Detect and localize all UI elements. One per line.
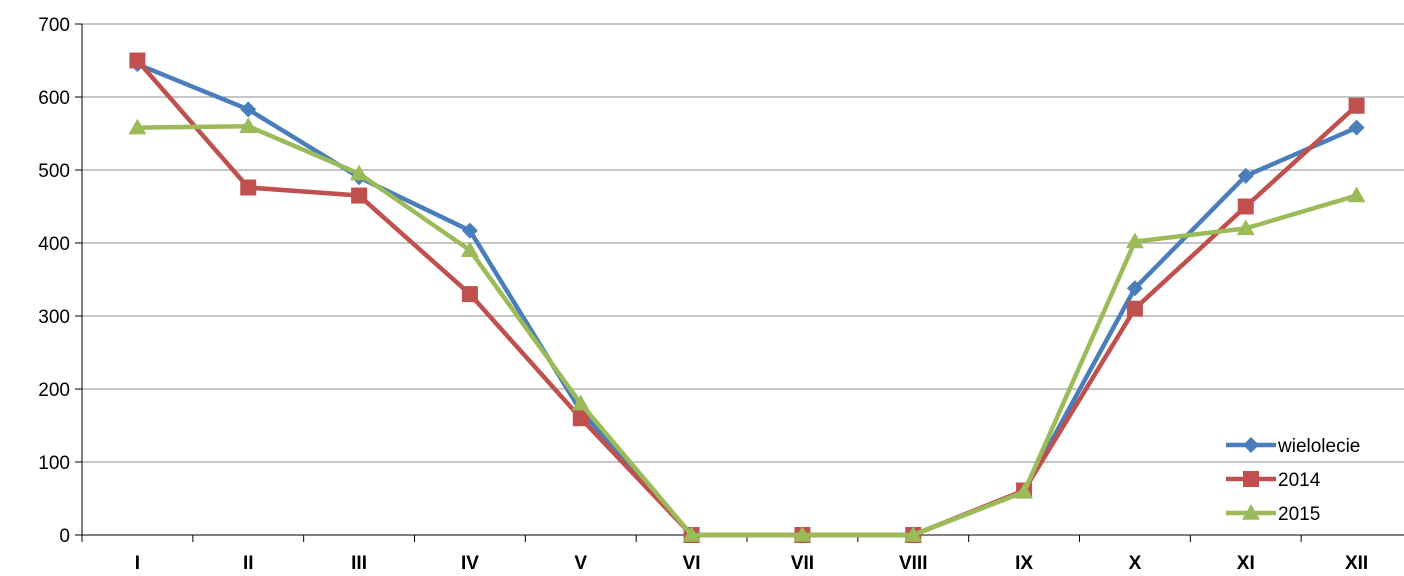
legend-item-2014: 2014 [1226,470,1321,491]
data-point-2014 [240,179,257,196]
series-lines [128,52,1366,543]
y-tick-label: 700 [38,15,70,36]
data-point-2015 [1015,482,1034,499]
x-tick-label: V [574,553,587,574]
legend-marker [1243,471,1259,487]
data-point-2014 [461,286,478,303]
legend-item-wielolecie: wielolecie [1226,436,1360,457]
series-line-2015 [137,123,1358,538]
x-tick-label: XI [1237,553,1255,574]
data-point-2015 [239,117,258,133]
legend-label: 2014 [1278,470,1321,491]
data-point-2014 [572,410,589,427]
x-tick-label: X [1129,553,1142,574]
data-point-wielolecie [1237,167,1254,184]
data-point-2015 [1125,232,1144,249]
x-tick-label: VII [791,553,814,574]
x-tick-label: IX [1015,553,1033,574]
x-tick-label: I [135,553,140,574]
data-point-2015 [350,164,369,181]
data-point-wielolecie [1126,280,1143,297]
y-tick-label: 200 [38,380,70,401]
legend-marker [1243,437,1259,453]
data-point-2015 [1236,219,1255,236]
data-point-2014 [1237,198,1254,215]
x-tick-label: XII [1345,553,1368,574]
gridlines [82,23,1404,463]
data-point-2014 [351,187,368,204]
series-2014 [129,52,1365,543]
data-point-2015 [682,526,701,542]
data-point-2014 [1126,300,1143,317]
series-2015 [128,117,1366,542]
data-point-wielolecie [1348,119,1365,136]
legend-marker [1242,504,1260,520]
data-point-2014 [129,52,146,69]
data-point-2014 [1348,97,1365,114]
legend-item-2015: 2015 [1226,504,1320,525]
x-tick-label: IV [461,553,479,574]
y-tick-label: 0 [59,526,70,547]
x-tick-label: VI [683,553,701,574]
data-point-wielolecie [461,222,478,239]
legend-label: 2015 [1278,504,1320,525]
data-point-2015 [128,118,147,135]
y-tick-label: 500 [38,161,70,182]
series-wielolecie [129,56,1365,543]
data-point-2015 [1347,186,1366,203]
data-point-wielolecie [240,101,257,118]
series-line-wielolecie [136,62,1358,538]
x-tick-label: III [351,553,367,574]
legend-label: wielolecie [1277,436,1360,457]
y-tick-label: 600 [38,88,70,109]
y-tick-label: 300 [38,307,70,328]
y-tick-label: 400 [38,234,70,255]
x-tick-label: II [243,553,254,574]
x-tick-label: VIII [899,553,928,574]
data-point-2015 [904,526,923,542]
data-point-2015 [571,394,590,411]
series-line-2014 [135,59,1359,538]
y-tick-label: 100 [38,453,70,474]
data-point-2015 [793,526,812,542]
legend: wielolecie 2014 2015 [1226,436,1360,525]
data-point-2015 [460,241,479,258]
